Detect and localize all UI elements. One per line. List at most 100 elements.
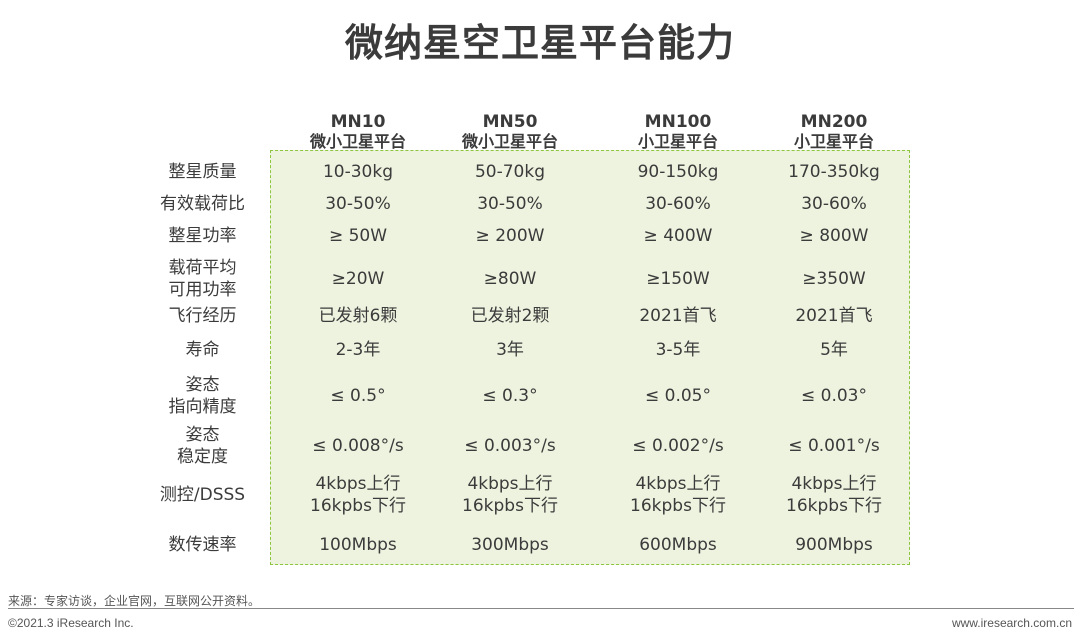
table-cell: 已发射2颗 [435,305,585,327]
cell-value: ≤ 0.002°/s [632,436,724,456]
cell-value: ≤ 0.5° [330,386,386,406]
table-cell: 600Mbps [603,534,753,556]
table-cell: ≥ 50W [283,225,433,247]
table-cell: 30-50% [435,193,585,215]
cell-value: 30-60% [645,194,711,214]
row-label-line: 姿态 [185,425,220,445]
cell-value: 16kpbs下行 [786,496,882,516]
row-label-line: 指向精度 [168,397,237,417]
table-cell: ≤ 0.5° [283,385,433,407]
table-cell: 4kbps上行 16kpbs下行 [759,473,909,517]
cell-value: 300Mbps [471,535,549,555]
cell-value: 170-350kg [788,162,880,182]
cell-value: 600Mbps [639,535,717,555]
table-cell: ≤ 0.001°/s [759,435,909,457]
cell-value: ≤ 0.001°/s [788,436,880,456]
row-label: 整星功率 [130,225,275,247]
column-model: MN50 [482,112,538,132]
cell-value: ≤ 0.003°/s [464,436,556,456]
row-label-line: 稳定度 [177,447,228,467]
row-label-line: 整星功率 [168,226,237,246]
source-note: 来源：专家访谈，企业官网，互联网公开资料。 [8,594,261,608]
table-cell: ≥20W [283,268,433,290]
cell-value: 3-5年 [655,340,701,360]
column-type: 小卫星平台 [637,132,718,151]
cell-value: ≤ 0.03° [801,386,867,406]
table-cell: 50-70kg [435,161,585,183]
cell-value: ≤ 0.008°/s [312,436,404,456]
cell-value: ≥20W [331,269,385,289]
cell-value: 3年 [496,340,524,360]
cell-value: 30-50% [477,194,543,214]
column-model: MN10 [330,112,386,132]
row-label-line: 测控/DSSS [159,485,246,505]
cell-value: 16kpbs下行 [462,496,558,516]
table-cell: 2021首飞 [759,305,909,327]
table-cell: 30-60% [759,193,909,215]
cell-value: 已发射6颗 [318,306,398,326]
cell-value: ≥ 800W [799,226,869,246]
column-model: MN100 [644,112,712,132]
row-label-line: 整星质量 [168,162,237,182]
row-label: 姿态 指向精度 [130,374,275,418]
table-cell: 3-5年 [603,339,753,361]
column-model: MN200 [800,112,868,132]
table-cell: 30-60% [603,193,753,215]
column-header-mn200: MN200 小卫星平台 [759,112,909,152]
cell-value: ≥150W [646,269,710,289]
row-label: 数传速率 [130,534,275,556]
cell-value: ≤ 0.05° [645,386,711,406]
table-cell: 900Mbps [759,534,909,556]
comparison-panel [270,150,910,565]
cell-value: 100Mbps [319,535,397,555]
cell-value: 4kbps上行 [467,474,553,494]
table-cell: ≥150W [603,268,753,290]
table-cell: ≤ 0.03° [759,385,909,407]
row-label-line: 数传速率 [168,535,237,555]
column-header-mn50: MN50 微小卫星平台 [435,112,585,152]
website-url: www.iresearch.com.cn [951,616,1072,630]
cell-value: 16kpbs下行 [310,496,406,516]
table-cell: ≤ 0.05° [603,385,753,407]
footer-divider [8,608,1074,609]
cell-value: 900Mbps [795,535,873,555]
table-cell: ≤ 0.003°/s [435,435,585,457]
table-cell: 100Mbps [283,534,433,556]
cell-value: 2021首飞 [795,306,873,326]
row-label-line: 载荷平均 [168,258,237,278]
column-header-mn100: MN100 小卫星平台 [603,112,753,152]
table-cell: ≤ 0.3° [435,385,585,407]
row-label-line: 可用功率 [168,280,237,300]
column-type: 微小卫星平台 [309,132,406,151]
cell-value: ≥350W [802,269,866,289]
cell-value: 16kpbs下行 [630,496,726,516]
table-cell: 4kbps上行 16kpbs下行 [603,473,753,517]
cell-value: 10-30kg [322,162,394,182]
table-cell: 30-50% [283,193,433,215]
column-type: 微小卫星平台 [461,132,558,151]
table-cell: 10-30kg [283,161,433,183]
table-cell: 已发射6颗 [283,305,433,327]
cell-value: 30-60% [801,194,867,214]
table-cell: ≥80W [435,268,585,290]
table-cell: ≤ 0.002°/s [603,435,753,457]
cell-value: 2021首飞 [639,306,717,326]
row-label: 有效载荷比 [130,193,275,215]
row-label: 载荷平均 可用功率 [130,257,275,301]
row-label: 飞行经历 [130,305,275,327]
cell-value: 2-3年 [335,340,381,360]
cell-value: 90-150kg [637,162,719,182]
cell-value: ≥ 200W [475,226,545,246]
table-cell: ≥350W [759,268,909,290]
cell-value: ≥80W [483,269,537,289]
cell-value: 4kbps上行 [791,474,877,494]
table-cell: 90-150kg [603,161,753,183]
table-cell: 2-3年 [283,339,433,361]
copyright: ©2021.3 iResearch Inc. [8,616,134,630]
cell-value: ≥ 50W [328,226,388,246]
column-header-mn10: MN10 微小卫星平台 [283,112,433,152]
row-label: 姿态 稳定度 [130,424,275,468]
table-cell: 170-350kg [759,161,909,183]
table-cell: 300Mbps [435,534,585,556]
table-cell: 4kbps上行 16kpbs下行 [435,473,585,517]
